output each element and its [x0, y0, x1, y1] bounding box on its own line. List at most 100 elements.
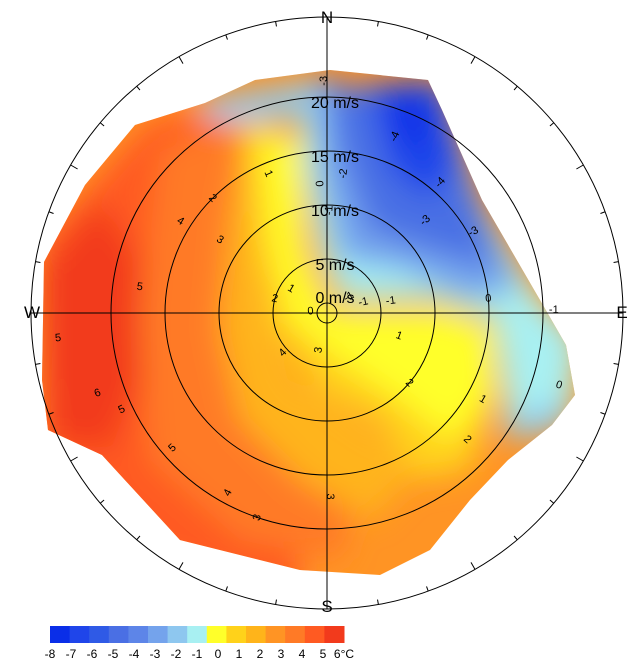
contour-label: 2	[271, 292, 279, 305]
color-scale-label: -7	[66, 647, 77, 661]
ring-label-0: 0 m/s	[315, 290, 354, 307]
color-scale-label: -6	[87, 647, 98, 661]
color-scale-label: 6°C	[334, 647, 354, 661]
contour-label: 4	[175, 215, 186, 228]
east-label: E	[616, 303, 627, 322]
color-scale-swatch	[246, 626, 267, 643]
direction-tick	[549, 499, 555, 504]
contour-label: -4	[388, 130, 403, 144]
contour-label: -2	[337, 168, 350, 179]
direction-tick	[470, 56, 476, 64]
direction-tick	[426, 586, 429, 592]
direction-tick	[377, 599, 379, 605]
color-scale-swatch	[128, 626, 149, 643]
contour-label: -1	[385, 294, 396, 307]
direction-tick	[576, 164, 584, 170]
direction-tick	[136, 535, 141, 541]
color-scale-labels: -8 -7 -6 -5 -4 -3 -2 -1 0 1 2 3 4 5 6°C	[45, 647, 355, 661]
color-scale-swatch	[69, 626, 90, 643]
direction-tick	[275, 21, 277, 27]
color-scale-bar	[50, 626, 345, 643]
color-scale-swatch	[108, 626, 129, 643]
north-label: N	[321, 8, 333, 27]
direction-tick	[136, 85, 141, 91]
ring-label-3: 15 m/s	[311, 149, 359, 166]
color-scale-swatch	[226, 626, 247, 643]
direction-tick	[470, 562, 476, 570]
direction-tick	[377, 21, 379, 27]
direction-tick	[99, 122, 105, 127]
direction-tick	[600, 412, 606, 415]
contour-label: 0	[485, 293, 492, 305]
direction-tick	[178, 562, 184, 570]
contour-label: 5	[136, 281, 144, 294]
contour-label: 0	[307, 305, 314, 317]
direction-tick	[178, 56, 184, 64]
contour-label: -1	[549, 304, 559, 316]
contour-label: 5	[54, 332, 61, 345]
color-scale-label: -2	[171, 647, 182, 661]
contour-label: 3	[312, 346, 325, 354]
direction-tick	[576, 456, 584, 462]
color-scale-swatch	[89, 626, 110, 643]
direction-tick	[35, 363, 41, 365]
color-scale-label: 5	[320, 647, 327, 661]
contour-label: -1	[357, 295, 369, 309]
color-scale-label: -3	[150, 647, 161, 661]
direction-tick	[275, 599, 277, 605]
contour-label: 3	[324, 494, 336, 500]
color-scale-swatch	[265, 626, 286, 643]
polar-grid	[30, 16, 624, 610]
color-scale-swatch	[187, 626, 208, 643]
color-scale-swatch	[50, 626, 71, 643]
color-scale-swatch	[324, 626, 345, 643]
contour-label: 1	[477, 393, 488, 406]
color-scale-label: -1	[192, 647, 203, 661]
direction-tick	[99, 499, 105, 504]
west-label: W	[24, 303, 40, 322]
direction-tick	[549, 122, 555, 127]
direction-tick	[613, 363, 619, 365]
contour-label: -3	[318, 76, 330, 86]
ring-label-4: 20 m/s	[311, 95, 359, 112]
contour-label: 3	[214, 233, 226, 246]
contour-label: 1	[285, 282, 296, 295]
color-scale-label: 1	[236, 647, 243, 661]
contour-label: 0	[312, 180, 324, 187]
direction-tick	[613, 261, 619, 263]
contour-label: 0	[554, 379, 564, 392]
direction-tick	[48, 412, 54, 415]
direction-tick	[70, 164, 78, 170]
color-scale-label: 4	[299, 647, 306, 661]
color-scale-swatch	[167, 626, 188, 643]
contour-label: 5	[116, 403, 127, 416]
color-scale-label: 0	[215, 647, 222, 661]
color-scale-label: -8	[45, 647, 56, 661]
contour-label: 3	[251, 513, 264, 523]
color-scale-label: -5	[108, 647, 119, 661]
ring-label-1: 5 m/s	[315, 257, 354, 274]
direction-tick	[513, 535, 518, 541]
contour-label: -1	[323, 205, 335, 215]
contour-label: 1	[262, 168, 275, 178]
direction-tick	[225, 34, 228, 40]
contour-label: 1	[394, 329, 404, 342]
contour-label: 6	[93, 387, 103, 400]
color-scale-label: 2	[257, 647, 264, 661]
direction-tick	[600, 211, 606, 214]
color-scale-swatch	[148, 626, 169, 643]
direction-tick	[70, 456, 78, 462]
ring-label-2: 10 m/s	[311, 203, 359, 220]
direction-tick	[225, 586, 228, 592]
direction-tick	[48, 211, 54, 214]
color-scale-label: 3	[278, 647, 285, 661]
radial-speed-labels: 0 m/s 5 m/s 10 m/s 15 m/s 20 m/s	[311, 95, 359, 307]
color-scale-label: -4	[129, 647, 140, 661]
color-scale-swatch	[304, 626, 325, 643]
direction-tick	[35, 261, 41, 263]
color-scale-swatch	[206, 626, 227, 643]
color-scale-swatch	[285, 626, 306, 643]
contour-label: 4	[221, 487, 234, 498]
south-label: S	[321, 597, 332, 616]
